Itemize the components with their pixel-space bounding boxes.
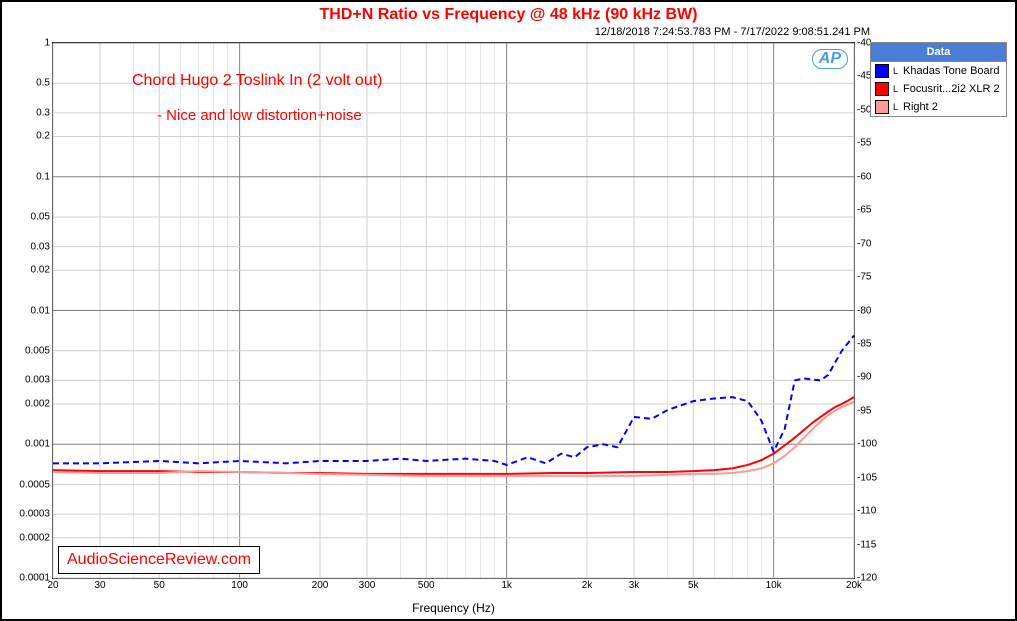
y-left-tick-label: 0.0003 <box>19 509 53 520</box>
chart-container: THD+N Ratio vs Frequency @ 48 kHz (90 kH… <box>0 0 1017 621</box>
y-left-tick-label: 0.0005 <box>19 479 53 490</box>
chart-title: THD+N Ratio vs Frequency @ 48 kHz (90 kH… <box>2 6 1015 24</box>
y-left-tick-label: 0.01 <box>31 305 53 316</box>
y-left-tick-label: 0.1 <box>36 171 53 182</box>
y-left-tick-label: 0.0001 <box>19 573 53 584</box>
y-right-tick-label: -95 <box>854 405 871 416</box>
legend-swatch <box>875 64 889 78</box>
x-tick-label: 300 <box>359 578 376 591</box>
y-right-tick-label: -120 <box>854 573 877 584</box>
legend-channel-icon: L <box>893 102 898 112</box>
legend-swatch <box>875 100 889 114</box>
series-line <box>53 336 854 465</box>
y-left-tick-label: 0.03 <box>31 241 53 252</box>
legend-channel-icon: L <box>893 84 898 94</box>
y-right-tick-label: -115 <box>854 539 876 550</box>
watermark: AudioScienceReview.com <box>58 546 260 574</box>
x-tick-label: 5k <box>688 578 699 591</box>
annotation-device: Chord Hugo 2 Toslink In (2 volt out) <box>132 72 383 90</box>
x-tick-label: 100 <box>231 578 248 591</box>
y-left-tick-label: 0.005 <box>25 345 53 356</box>
y-right-tick-label: -40 <box>854 38 871 49</box>
y-right-tick-label: -55 <box>854 138 871 149</box>
y-right-tick-label: -100 <box>854 439 877 450</box>
x-tick-label: 50 <box>154 578 165 591</box>
y-left-tick-label: 0.0002 <box>19 532 53 543</box>
x-tick-label: 10k <box>766 578 782 591</box>
y-left-tick-label: 0.002 <box>25 398 53 409</box>
y-right-tick-label: -110 <box>854 506 876 517</box>
legend-item[interactable]: L Khadas Tone Board <box>871 62 1006 80</box>
y-left-tick-label: 0.5 <box>36 78 53 89</box>
x-axis-label: Frequency (Hz) <box>52 601 855 615</box>
y-left-tick-label: 0.001 <box>25 439 53 450</box>
legend-header: Data <box>871 43 1006 62</box>
legend-channel-icon: L <box>893 66 898 76</box>
legend-label: Focusrit...2i2 XLR 2 <box>903 83 1000 95</box>
y-left-tick-label: 0.003 <box>25 375 53 386</box>
ap-logo-icon: AP <box>812 49 848 69</box>
y-left-tick-label: 1 <box>44 38 53 49</box>
y-left-tick-label: 0.05 <box>31 212 53 223</box>
y-right-tick-label: -45 <box>854 71 871 82</box>
y-right-tick-label: -80 <box>854 305 871 316</box>
x-tick-label: 200 <box>312 578 329 591</box>
x-tick-label: 30 <box>94 578 105 591</box>
timestamp-label: 12/18/2018 7:24:53.783 PM - 7/17/2022 9:… <box>595 26 870 38</box>
y-right-tick-label: -105 <box>854 472 877 483</box>
y-right-tick-label: -65 <box>854 205 871 216</box>
y-right-tick-label: -90 <box>854 372 871 383</box>
y-left-tick-label: 0.3 <box>36 107 53 118</box>
x-tick-label: 1k <box>501 578 512 591</box>
y-right-tick-label: -75 <box>854 272 871 283</box>
x-tick-label: 3k <box>629 578 640 591</box>
series-line <box>53 402 854 476</box>
y-right-tick-label: -70 <box>854 238 871 249</box>
legend-body: LKhadas Tone BoardLFocusrit...2i2 XLR 2L… <box>871 62 1006 116</box>
y-right-tick-label: -50 <box>854 104 871 115</box>
y-left-tick-label: 0.02 <box>31 265 53 276</box>
x-tick-label: 500 <box>418 578 435 591</box>
annotation-comment: - Nice and low distortion+noise <box>157 107 362 124</box>
y-right-tick-label: -60 <box>854 171 871 182</box>
legend-label: Right 2 <box>903 101 938 113</box>
legend-item[interactable]: L Focusrit...2i2 XLR 2 <box>871 80 1006 98</box>
y-right-tick-label: -85 <box>854 338 871 349</box>
x-tick-label: 2k <box>582 578 593 591</box>
y-left-tick-label: 0.2 <box>36 131 53 142</box>
legend-label: Khadas Tone Board <box>903 65 999 77</box>
legend-item[interactable]: L Right 2 <box>871 98 1006 116</box>
legend-swatch <box>875 82 889 96</box>
legend: Data L Khadas Tone Board L Focusrit...2i2 X… <box>870 42 1007 117</box>
